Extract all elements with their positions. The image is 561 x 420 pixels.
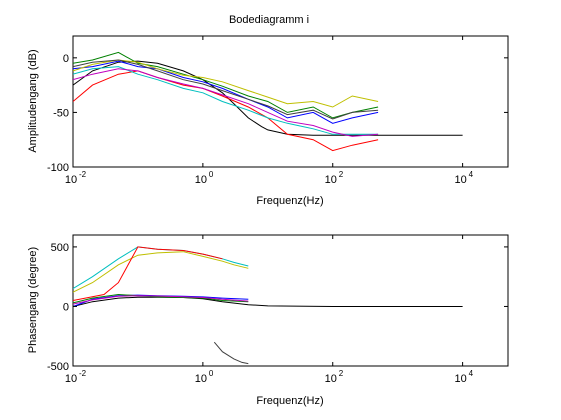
amplitude-xtick-exponent-3: 4 xyxy=(469,170,474,179)
phase-xtick-label-1: 10 xyxy=(195,373,207,385)
phase-xtick-label-3: 10 xyxy=(454,373,466,385)
phase-xlabel: Frequenz(Hz) xyxy=(256,395,323,407)
amplitude-ytick-label-1: -50 xyxy=(53,107,69,119)
phase-series-group xyxy=(73,246,463,365)
phase-series-line-7 xyxy=(213,341,249,365)
amplitude-xtick-label-3: 10 xyxy=(454,174,466,186)
phase-series-line-2 xyxy=(73,251,249,293)
amplitude-series-line-5 xyxy=(73,68,379,137)
phase-series-line-0 xyxy=(73,296,463,307)
phase-xtick-exponent-3: 4 xyxy=(469,369,474,378)
amplitude-xtick-label-0: 10 xyxy=(65,174,77,186)
phase-xtick-exponent-2: 2 xyxy=(339,369,344,378)
phase-xtick-exponent-1: 0 xyxy=(209,369,214,378)
amplitude-ytick-label-0: -100 xyxy=(47,162,69,174)
amplitude-axes: 10 -2 10 0 10 2 10 4-100-500 Frequenz(Hz) Ampli… xyxy=(27,35,509,207)
amplitude-series-line-1 xyxy=(73,60,379,124)
amplitude-ytick-label-2: 0 xyxy=(63,53,69,65)
amplitude-ticks: 10 -2 10 0 10 2 10 4-100-500 xyxy=(47,36,508,186)
amplitude-series-line-6 xyxy=(73,59,379,108)
amplitude-ylabel: Amplitudengang (dB) xyxy=(27,49,39,152)
amplitude-xtick-exponent-0: -2 xyxy=(79,170,87,179)
phase-series-line-6 xyxy=(73,295,249,305)
phase-series-line-3 xyxy=(73,246,223,301)
amplitude-series-group xyxy=(73,51,463,152)
amplitude-xtick-exponent-1: 0 xyxy=(209,170,214,179)
amplitude-xtick-label-2: 10 xyxy=(325,174,337,186)
amplitude-series-line-3 xyxy=(73,70,379,152)
figure-title: Bodediagramm i xyxy=(229,14,309,26)
phase-series-line-5 xyxy=(73,293,249,304)
phase-xtick-label-0: 10 xyxy=(65,373,77,385)
phase-ytick-label-1: 0 xyxy=(63,301,69,313)
amplitude-axes-box xyxy=(72,35,509,168)
phase-axes-box xyxy=(72,234,509,367)
phase-ylabel: Phasengang (degree) xyxy=(27,247,39,353)
amplitude-xtick-label-1: 10 xyxy=(195,174,207,186)
phase-ytick-label-2: 500 xyxy=(51,242,69,254)
phase-xtick-label-2: 10 xyxy=(325,373,337,385)
amplitude-series-line-7 xyxy=(73,59,379,120)
phase-xtick-exponent-0: -2 xyxy=(79,369,87,378)
amplitude-series-line-2 xyxy=(73,51,379,119)
amplitude-xlabel: Frequenz(Hz) xyxy=(256,195,323,207)
phase-ytick-label-0: -500 xyxy=(47,361,69,373)
amplitude-xtick-exponent-2: 2 xyxy=(339,170,344,179)
